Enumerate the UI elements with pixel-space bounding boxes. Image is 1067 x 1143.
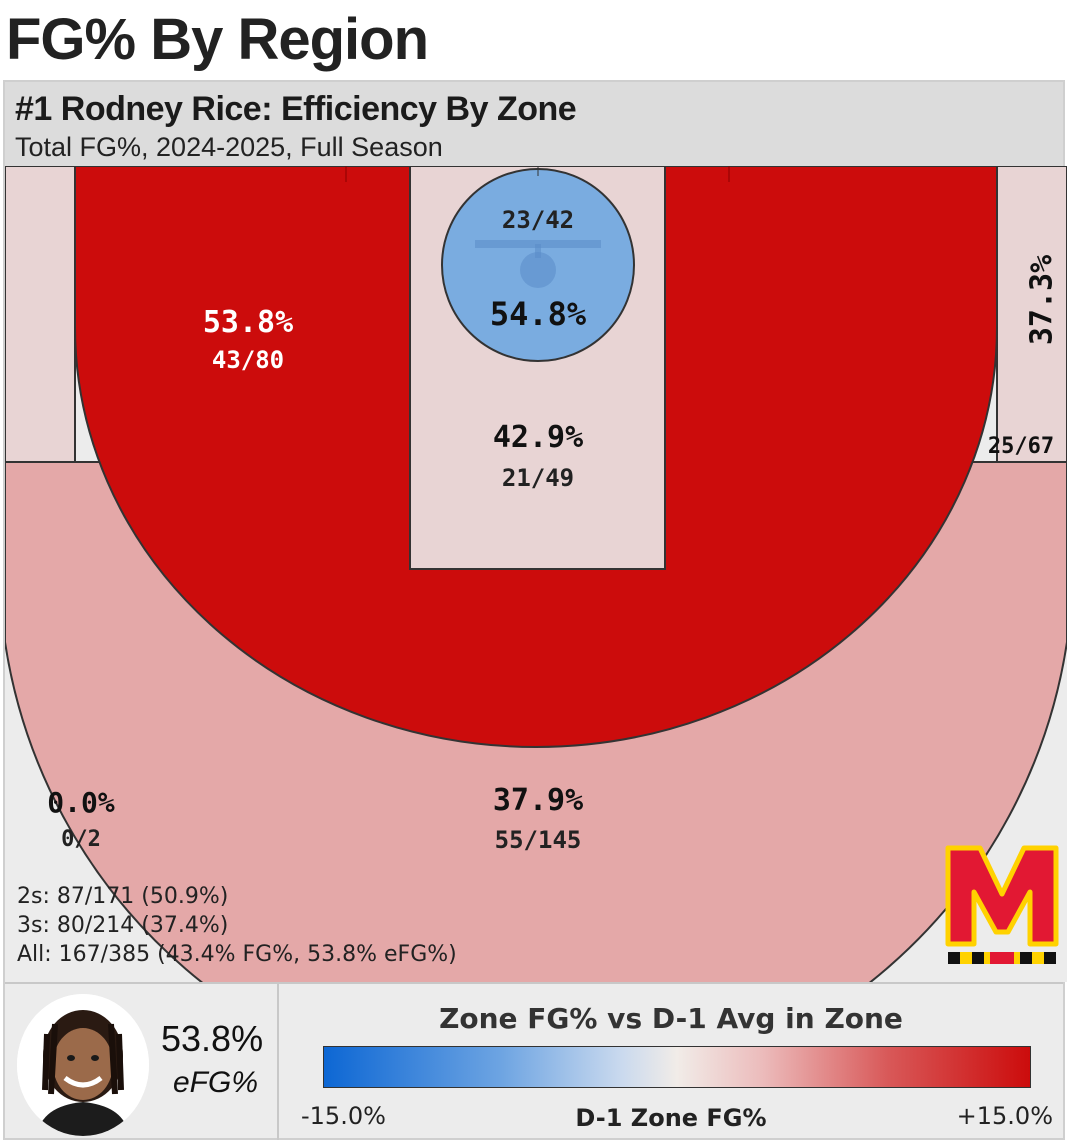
label-above-break-fg: 37.9%	[493, 783, 583, 818]
label-long3-fg: 0.0%	[47, 786, 115, 819]
court-heatmap: 23/42 54.8% 42.9% 21/49 53.8% 43/80 37.3…	[5, 166, 1067, 982]
label-corner3-made-attempts: 25/67	[988, 434, 1054, 459]
page-title: FG% By Region	[6, 7, 429, 72]
label-mid-made-attempts: 43/80	[212, 346, 284, 374]
maryland-m-logo	[945, 845, 1059, 964]
efg-value: 53.8%	[161, 1018, 264, 1059]
legend-min-label: -15.0%	[301, 1102, 386, 1130]
totals-all: All: 167/385 (43.4% FG%, 53.8% eFG%)	[17, 942, 457, 967]
legend-mid-label: D-1 Zone FG%	[575, 1104, 767, 1132]
legend-colorbar	[323, 1046, 1031, 1088]
label-corner3-fg: 37.3%	[1025, 255, 1060, 345]
chart-subtitle: Total FG%, 2024-2025, Full Season	[15, 132, 443, 162]
totals-twos: 2s: 87/171 (50.9%)	[17, 884, 229, 909]
label-mid-fg: 53.8%	[203, 305, 293, 340]
player-avatar	[17, 994, 149, 1136]
label-long3-made-attempts: 0/2	[61, 827, 101, 852]
chart-header: #1 Rodney Rice: Efficiency By Zone Total…	[5, 82, 1063, 166]
label-rim-made-attempts: 23/42	[502, 206, 574, 234]
legend-title: Zone FG% vs D-1 Avg in Zone	[439, 1002, 903, 1035]
efg-label: eFG%	[173, 1066, 259, 1099]
label-above-break-made-attempts: 55/145	[495, 826, 582, 854]
totals-threes: 3s: 80/214 (37.4%)	[17, 913, 229, 938]
zone-corner3-left	[5, 166, 76, 463]
shot-chart-card: #1 Rodney Rice: Efficiency By Zone Total…	[3, 80, 1067, 1140]
player-headshot-icon	[17, 994, 149, 1136]
hoop	[520, 252, 556, 288]
label-rim-fg: 54.8%	[490, 295, 587, 333]
legend-max-label: +15.0%	[956, 1102, 1053, 1130]
shooting-totals: 2s: 87/171 (50.9%) 3s: 80/214 (37.4%) Al…	[17, 882, 457, 969]
label-paint-fg: 42.9%	[493, 420, 583, 455]
chart-footer: 53.8% eFG% Zone FG% vs D-1 Avg in Zone -…	[5, 982, 1063, 1140]
label-paint-made-attempts: 21/49	[502, 464, 574, 492]
chart-title: #1 Rodney Rice: Efficiency By Zone	[15, 90, 577, 128]
player-panel: 53.8% eFG%	[5, 984, 279, 1140]
